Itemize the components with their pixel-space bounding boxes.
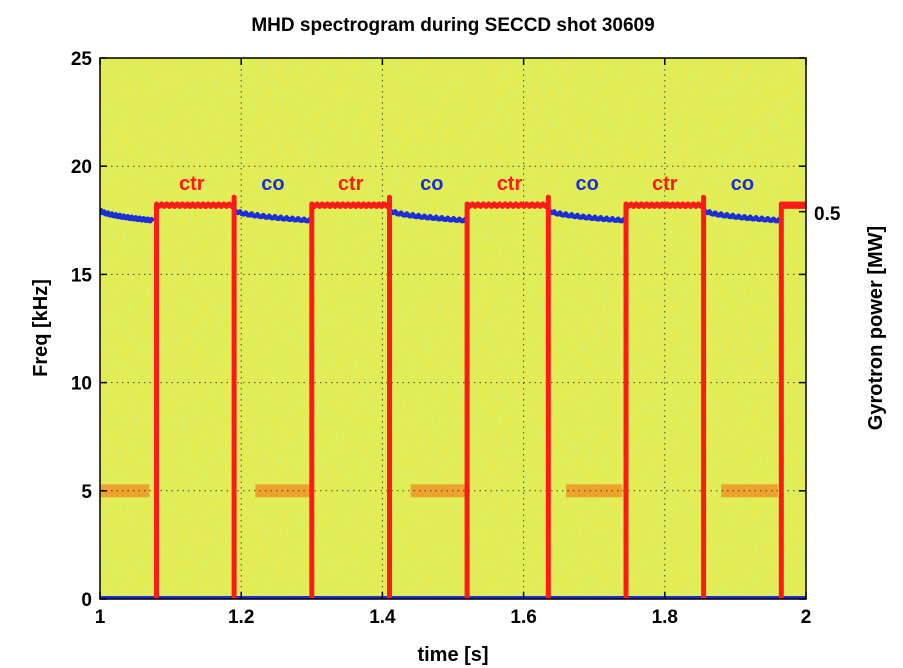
co-segment (100, 207, 155, 224)
y2-tick-label: 0.5 (814, 204, 841, 225)
ctr-label: ctr (652, 173, 678, 195)
x-tick-label: 1.6 (510, 607, 536, 628)
ctr-label: ctr (497, 173, 523, 195)
co-label: co (420, 173, 443, 195)
ctr-label: ctr (179, 173, 205, 195)
y-tick-label: 15 (71, 265, 93, 286)
x-axis-label: time [s] (417, 644, 488, 666)
x-tick-label: 1.4 (369, 607, 396, 628)
ctr-pulse (464, 194, 551, 599)
series-layer (100, 194, 806, 599)
y-tick-label: 0 (81, 590, 92, 611)
spectrogram-noise (100, 58, 806, 599)
y-tick-label: 25 (71, 49, 93, 70)
mode-trace-segment (565, 484, 623, 498)
co-segment (232, 207, 314, 224)
y-axis-label: Freq [kHz] (30, 279, 52, 377)
co-segment (701, 207, 783, 224)
mode-trace-segment (410, 484, 468, 498)
ctr-pulse (309, 194, 392, 599)
co-label: co (731, 173, 754, 195)
co-label: co (261, 173, 284, 195)
y2-axis-label: Gyrotron power [MW] (865, 226, 887, 430)
co-label: co (575, 173, 598, 195)
x-tick-label: 1 (95, 607, 106, 628)
chart-title: MHD spectrogram during SECCD shot 30609 (251, 15, 654, 36)
y-tick-label: 20 (71, 157, 92, 178)
ctr-pulse (154, 194, 237, 599)
co-segment (546, 207, 628, 224)
labels-layer: ctr co ctr co ctr co ctr co (179, 173, 754, 195)
x-tick-label: 2 (801, 607, 812, 628)
ctr-pulse (778, 201, 806, 599)
mode-trace-segment (100, 484, 150, 498)
y-tick-label: 10 (71, 374, 92, 395)
plot-area (100, 58, 806, 599)
grid-layer (100, 58, 806, 599)
x-tick-label: 1.8 (652, 607, 678, 628)
mode-trace-segment (255, 484, 312, 498)
ctr-pulse (623, 194, 707, 599)
co-segment (387, 207, 469, 224)
x-tick-label: 1.2 (228, 607, 254, 628)
y-tick-label: 5 (81, 482, 92, 503)
ctr-label: ctr (338, 173, 364, 195)
plot-frame (99, 57, 807, 600)
